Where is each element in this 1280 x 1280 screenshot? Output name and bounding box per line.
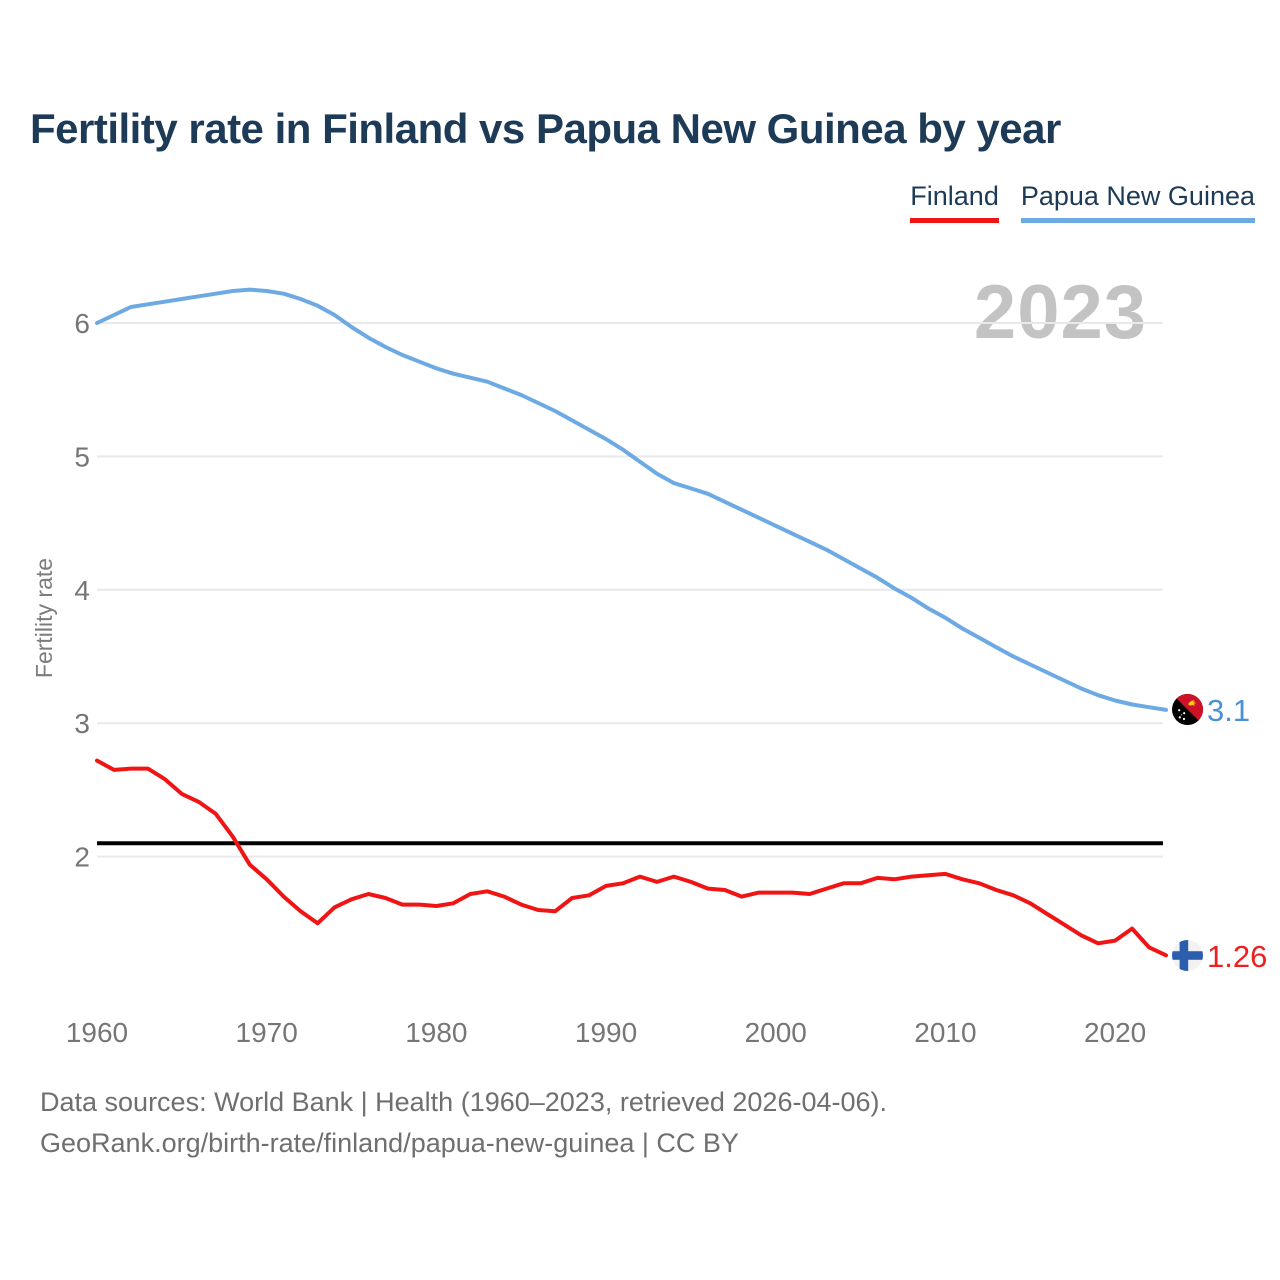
y-tick-label: 4 (74, 575, 90, 606)
papua-new-guinea-series-line (95, 287, 1168, 712)
finland-flag-icon (1172, 940, 1203, 971)
y-tick-label: 2 (74, 842, 90, 873)
finland-value-label: 1.26 (1207, 939, 1268, 974)
page-title: Fertility rate in Finland vs Papua New G… (30, 105, 1061, 152)
legend-item-papua-new-guinea[interactable]: Papua New Guinea (1020, 183, 1255, 223)
png-value-label: 3.1 (1207, 693, 1251, 728)
y-tick-label: 6 (74, 308, 90, 339)
y-axis-title: Fertility rate (31, 557, 57, 679)
x-tick-label: 1980 (405, 1017, 467, 1048)
finland-series-line (95, 758, 1168, 958)
legend: Finland Papua New Guinea (910, 183, 1255, 223)
x-tick-label: 1970 (236, 1017, 298, 1048)
x-tick-label: 1990 (575, 1017, 637, 1048)
legend-item-finland[interactable]: Finland (910, 183, 999, 223)
x-tick-label: 1960 (66, 1017, 128, 1048)
data-sources-text: Data sources: World Bank | Health (1960–… (40, 1087, 887, 1117)
x-tick-label: 2020 (1084, 1017, 1146, 1048)
y-tick-label: 3 (74, 708, 90, 739)
x-tick-label: 2010 (914, 1017, 976, 1048)
attribution-text: GeoRank.org/birth-rate/finland/papua-new… (40, 1128, 739, 1158)
x-tick-label: 2000 (745, 1017, 807, 1048)
papua-new-guinea-flag-icon (1172, 694, 1203, 725)
year-watermark: 2023 (973, 270, 1147, 355)
y-tick-label: 5 (74, 441, 90, 472)
